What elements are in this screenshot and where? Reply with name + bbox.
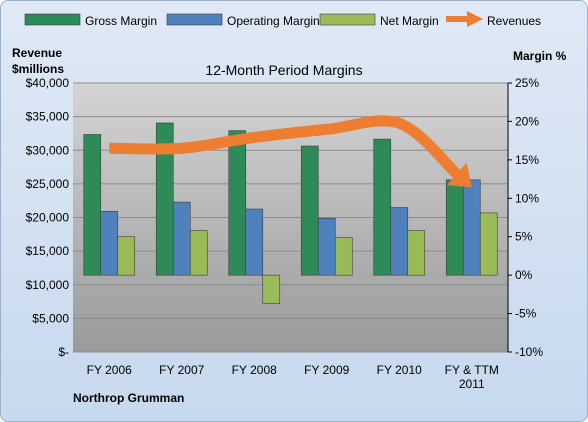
category-label: 2011 [459,377,485,391]
left-axis-label-line1: Revenue [12,46,62,60]
bar-net-margin [117,236,136,276]
left-tick-label: $10,000 [26,278,70,292]
revenue-series [109,115,472,188]
bar-net-margin [334,237,353,276]
bar-operating-margin [462,179,481,276]
left-axis-label-line2: $millions [12,62,64,76]
left-tick-label: $5,000 [32,311,69,325]
left-tick-label: $20,000 [26,211,70,225]
category-label: FY & TTM [445,363,499,377]
category-ticks: FY 2006 FY 2007 FY 2008 FY 2009 FY 2010 FY & … [87,363,499,391]
left-tick-label: $40,000 [26,76,70,90]
bar-operating-margin [172,201,191,276]
bar-operating-margin [100,211,119,276]
bars [83,122,498,304]
right-tick-label: 25% [515,76,539,90]
bar-operating-margin [245,208,264,276]
legend: Gross Margin Operating Margin Net Margin Re… [24,11,541,28]
right-axis-label: Margin % [513,49,567,63]
chart-title: 12-Month Period Margins [205,62,362,78]
bar-operating-margin [317,217,336,276]
left-tick-label: $35,000 [26,110,70,124]
bar-net-margin [407,230,426,276]
revenue-arrowhead [446,162,472,188]
right-tick-label: 15% [515,153,539,167]
bar-gross-margin [373,138,392,276]
legend-swatch-operating-margin [166,13,223,26]
category-label: FY 2007 [159,363,204,377]
legend-label-net-margin: Net Margin [380,14,439,28]
right-tick-label: 20% [515,114,539,128]
company-label: Northrop Grumman [73,391,184,405]
category-label: FY 2006 [87,363,132,377]
legend-label-revenues: Revenues [487,14,541,28]
bar-operating-margin [390,207,409,276]
legend-swatch-net-margin [319,13,376,26]
bar-gross-margin [155,122,174,276]
right-tick-label: -10% [515,345,543,359]
legend-label-operating-margin: Operating Margin [227,14,320,28]
legend-arrowhead [467,11,483,27]
left-tick-label: $30,000 [26,143,70,157]
revenue-line [109,115,461,179]
bar-gross-margin [228,130,247,276]
legend-swatch-gross-margin [24,13,81,26]
bar-gross-margin [83,134,102,276]
bar-net-margin [262,274,281,304]
legend-label-gross-margin: Gross Margin [85,14,157,28]
left-tick-label: $15,000 [26,244,70,258]
left-axis-ticks: $- $5,000 $10,000 $15,000 $20,000 $25,000 $30,… [26,76,70,359]
bar-gross-margin [445,179,464,276]
bar-gross-margin [300,145,319,276]
category-label: FY 2010 [377,363,422,377]
bar-net-margin [189,230,208,276]
bar-net-margin [479,212,498,276]
category-label: FY 2009 [304,363,349,377]
right-axis-ticks: -10% -5% 0% 5% 10% 15% 20% 25% [507,76,543,359]
right-tick-label: 5% [515,230,533,244]
right-tick-label: -5% [515,307,537,321]
right-tick-label: 0% [515,268,533,282]
right-tick-label: 10% [515,191,539,205]
left-tick-label: $25,000 [26,177,70,191]
category-label: FY 2008 [232,363,277,377]
left-tick-label: $- [58,345,69,359]
